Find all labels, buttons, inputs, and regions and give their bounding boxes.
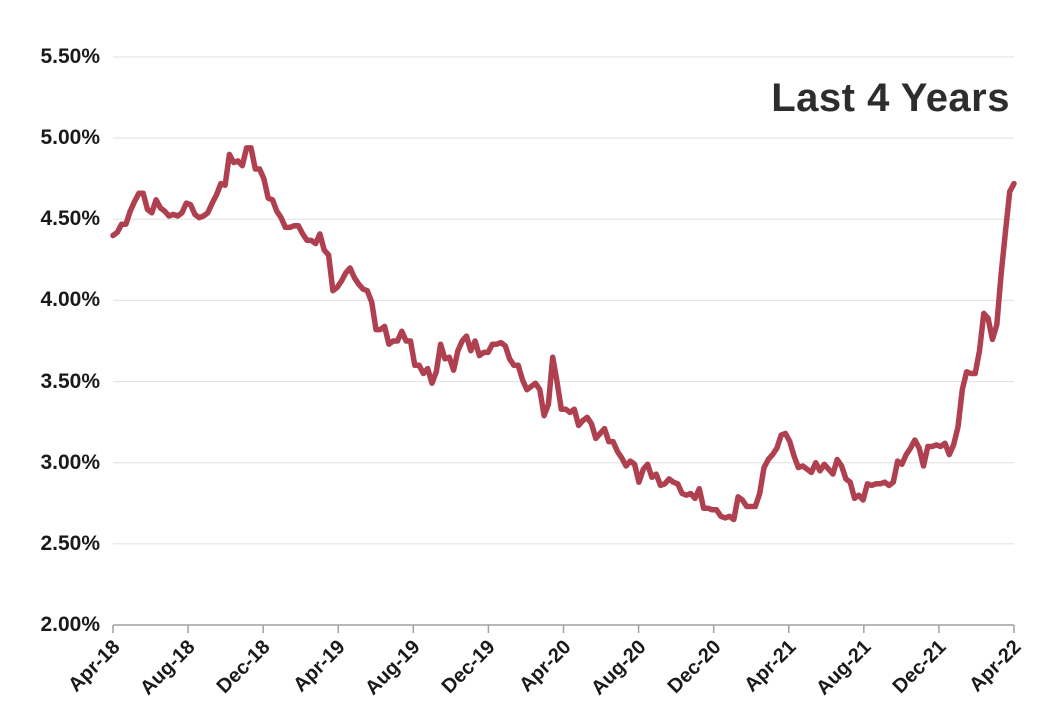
y-axis-label: 4.00% bbox=[40, 288, 100, 312]
y-axis-label: 4.50% bbox=[40, 207, 100, 231]
y-axis-label: 2.00% bbox=[40, 613, 100, 636]
chart-title: Last 4 Years bbox=[771, 76, 1010, 120]
y-axis-label: 2.50% bbox=[40, 531, 100, 555]
y-axis-label: 5.50% bbox=[40, 45, 100, 68]
y-axis-label: 3.00% bbox=[40, 450, 100, 474]
data-line bbox=[110, 145, 1017, 523]
y-axis-label: 5.00% bbox=[40, 126, 100, 150]
y-axis-label: 3.50% bbox=[40, 369, 100, 393]
